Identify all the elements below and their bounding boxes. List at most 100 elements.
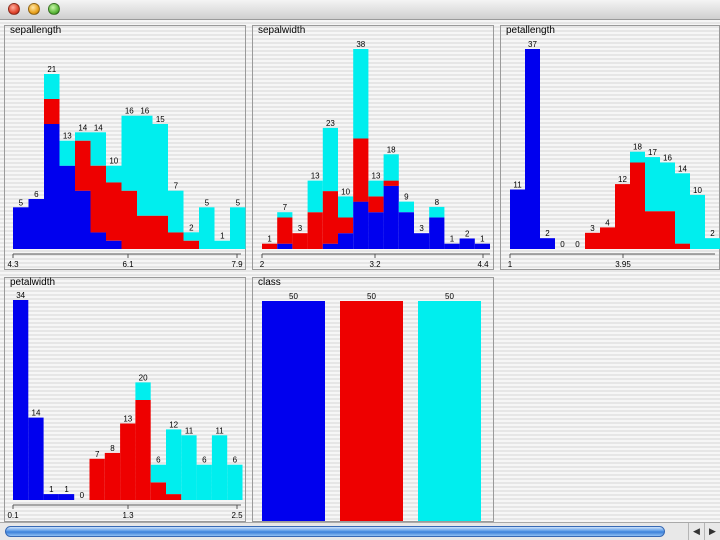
- panel-title: petallength: [506, 25, 555, 36]
- bar-segment: [368, 196, 384, 213]
- scrollbar-thumb[interactable]: [5, 526, 665, 537]
- bar-segment: [307, 180, 323, 213]
- bar-count-label: 5: [205, 198, 210, 207]
- histogram-panel-class[interactable]: class 50 50 50: [252, 277, 494, 522]
- bar-count-label: 16: [125, 107, 134, 116]
- bar-count-label: 2: [465, 230, 470, 239]
- panel-title: petalwidth: [10, 277, 56, 288]
- bar-segment: [398, 201, 414, 213]
- bar-segment: [137, 215, 153, 249]
- bar-count-label: 7: [95, 450, 100, 459]
- bar-count-label: 10: [109, 157, 118, 166]
- bar-segment: [150, 464, 166, 483]
- bar-count-label: 20: [139, 373, 148, 382]
- bar-segment: [660, 162, 675, 212]
- x-tick-label: 1.3: [122, 511, 134, 520]
- bar-segment: [104, 452, 121, 500]
- bar-count-label: 14: [78, 123, 87, 132]
- bar-count-label: 11: [215, 426, 224, 435]
- bar-segment: [277, 217, 293, 244]
- bar-segment: [183, 240, 199, 249]
- bar-segment: [368, 180, 384, 197]
- bar-segment: [214, 240, 230, 249]
- bar-segment: [135, 400, 151, 500]
- bar-segment: [28, 199, 44, 249]
- bar-count-label: 10: [693, 186, 702, 195]
- bar-count-label: 1: [480, 235, 485, 244]
- window-titlebar: [0, 0, 720, 20]
- horizontal-scrollbar[interactable]: ◀ ▶: [0, 522, 720, 540]
- bar-count-label: 18: [633, 143, 642, 152]
- bar-segment: [59, 140, 75, 166]
- bar-segment: [540, 238, 555, 249]
- bar-segment: [525, 49, 540, 249]
- bar-count-label: 37: [528, 40, 537, 49]
- bar-count-label: 1: [267, 235, 272, 244]
- histogram-panel-petalwidth[interactable]: petalwidth 34 14 1 1 0 7 8 13 20 6 12 11 6 11 6 0.1 1.3 2…: [4, 277, 246, 522]
- bar-segment: [705, 238, 720, 249]
- bar-segment: [106, 182, 122, 241]
- minimize-window-button[interactable]: [28, 3, 40, 15]
- bar-count-label: 50: [289, 292, 298, 301]
- bar-segment: [44, 74, 60, 99]
- bar-segment: [44, 124, 60, 249]
- bar-segment: [135, 382, 151, 400]
- bar-count-label: 8: [435, 198, 440, 207]
- bar-segment: [211, 435, 228, 500]
- bar-count-label: 6: [202, 456, 207, 465]
- bar-count-label: 10: [341, 187, 350, 196]
- bar-count-label: 12: [169, 420, 178, 429]
- histogram-chart: 11 37 2 0 0 3 4 12 18 17 16 14 10 2 1 3.95: [508, 40, 720, 269]
- bar-segment: [89, 458, 105, 500]
- bar-segment: [474, 243, 490, 249]
- bar-segment: [262, 243, 278, 249]
- bar-count-label: 16: [140, 107, 149, 116]
- bar-count-label: 0: [560, 240, 565, 249]
- x-tick-label: 1: [508, 260, 513, 269]
- panel-title: class: [258, 277, 281, 288]
- bar-count-label: 50: [445, 292, 454, 301]
- scroll-left-button[interactable]: ◀: [688, 523, 704, 540]
- bar-segment: [307, 212, 323, 249]
- bar-segment: [429, 206, 445, 218]
- bar-segment: [44, 99, 60, 124]
- zoom-window-button[interactable]: [48, 3, 60, 15]
- bar-count-label: 0: [575, 240, 580, 249]
- bar-segment: [322, 191, 338, 244]
- bar-segment: [152, 215, 168, 249]
- bar-count-label: 38: [356, 40, 365, 49]
- bar-segment: [383, 180, 399, 186]
- bar-segment: [75, 140, 91, 191]
- bar-segment: [230, 207, 246, 249]
- bar-count-label: 7: [283, 203, 288, 212]
- bar-segment: [322, 243, 338, 249]
- bar-segment: [121, 115, 137, 191]
- bar-segment: [137, 115, 153, 216]
- bar-count-label: 1: [220, 232, 225, 241]
- bar-count-label: 6: [233, 456, 238, 465]
- bar-segment: [510, 189, 525, 249]
- bar-count-label: 1: [49, 485, 54, 494]
- x-tick-label: 3.2: [369, 260, 381, 269]
- bar-count-label: 13: [311, 172, 320, 181]
- bar-segment: [645, 157, 660, 212]
- histogram-panel-sepallength[interactable]: sepallength 5 6 21 13 14 14 10 16 16 15 7 2 5 1 5 4.3 6.…: [4, 25, 246, 270]
- bar-segment: [338, 217, 354, 234]
- x-tick-label: 0.1: [7, 511, 19, 520]
- histogram-panel-sepalwidth[interactable]: sepalwidth 1 7 3 13 23 10 38 13 18 9 3 8 1 2 1 2 3.2 4.4: [252, 25, 494, 270]
- bar-segment: [353, 49, 369, 139]
- bar-segment: [630, 151, 645, 163]
- bar-count-label: 3: [590, 224, 595, 233]
- bar-segment: [690, 194, 705, 249]
- bar-count-label: 13: [123, 415, 132, 424]
- scroll-right-button[interactable]: ▶: [704, 523, 720, 540]
- bar-count-label: 6: [156, 456, 161, 465]
- close-window-button[interactable]: [8, 3, 20, 15]
- bar-count-label: 2: [710, 229, 715, 238]
- bar-count-label: 0: [80, 491, 85, 500]
- x-tick-label: 6.1: [122, 260, 134, 269]
- bar-segment: [168, 190, 184, 233]
- histogram-panel-petallength[interactable]: petallength 11 37 2 0 0 3 4 12 18 17 16 14 10 2 1 3.95: [500, 25, 720, 270]
- bar-segment: [338, 196, 354, 218]
